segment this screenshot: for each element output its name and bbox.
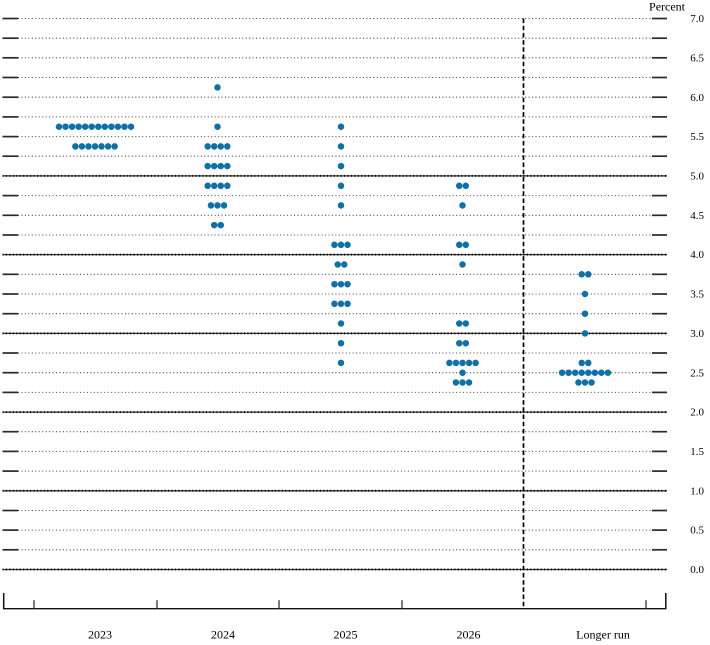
- svg-text:2.5: 2.5: [690, 367, 704, 379]
- svg-text:2023: 2023: [88, 628, 112, 642]
- svg-text:6.5: 6.5: [690, 52, 704, 64]
- svg-text:1.0: 1.0: [690, 485, 704, 497]
- svg-text:Percent: Percent: [649, 0, 686, 14]
- svg-text:4.0: 4.0: [690, 249, 704, 261]
- svg-text:Longer run: Longer run: [576, 628, 630, 642]
- svg-text:2025: 2025: [334, 628, 358, 642]
- svg-text:6.0: 6.0: [690, 92, 704, 104]
- svg-text:0.0: 0.0: [690, 564, 704, 576]
- svg-text:2026: 2026: [457, 628, 481, 642]
- svg-text:1.5: 1.5: [690, 446, 704, 458]
- svg-text:3.0: 3.0: [690, 328, 704, 340]
- svg-text:2.0: 2.0: [690, 407, 704, 419]
- svg-text:5.5: 5.5: [690, 131, 704, 143]
- svg-text:3.5: 3.5: [690, 289, 704, 301]
- svg-text:0.5: 0.5: [690, 525, 704, 537]
- svg-text:7.0: 7.0: [690, 13, 704, 25]
- svg-text:2024: 2024: [211, 628, 235, 642]
- svg-text:4.5: 4.5: [690, 210, 704, 222]
- svg-text:5.0: 5.0: [690, 171, 704, 183]
